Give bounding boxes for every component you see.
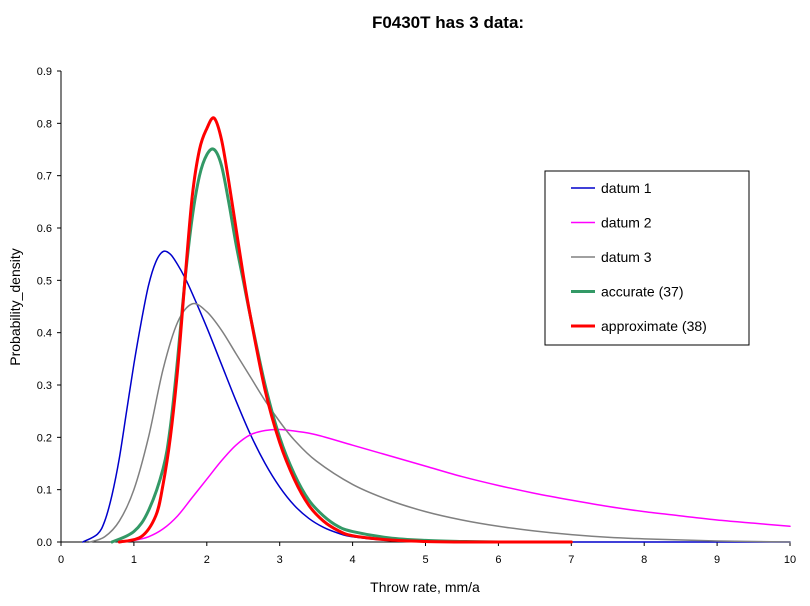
x-tick-label: 1	[131, 554, 137, 566]
x-tick-label: 6	[495, 554, 501, 566]
legend-label: approximate (38)	[601, 318, 707, 334]
x-tick-label: 0	[58, 554, 64, 566]
series-line-3	[89, 302, 791, 543]
y-tick-label: 0.0	[37, 537, 52, 549]
legend-box	[544, 170, 750, 346]
y-tick-label: 0.4	[37, 328, 52, 340]
y-tick-label: 0.9	[37, 66, 52, 78]
legend-label: datum 2	[601, 215, 652, 231]
y-tick-label: 0.5	[37, 275, 52, 287]
x-tick-label: 3	[277, 554, 283, 566]
x-tick-label: 5	[422, 554, 428, 566]
x-tick-label: 9	[714, 554, 720, 566]
x-tick-label: 2	[204, 554, 210, 566]
chart-title: F0430T has 3 data:	[372, 13, 524, 32]
legend: datum 1 datum 2 datum 3 accurate (37) approx…	[544, 170, 750, 346]
y-tick-label: 0.7	[37, 171, 52, 183]
legend-label: datum 3	[601, 249, 652, 265]
plot-area: 0.0 0.1 0.2 0.3 0.4 0.5 0.6 0.7 0.8 0.9 0 1 2 3 4 5 6 7 8 9…	[37, 66, 796, 566]
series-line-2	[118, 428, 791, 543]
y-tick-label: 0.8	[37, 118, 52, 130]
y-tick-label: 0.6	[37, 223, 52, 235]
x-axis-label: Throw rate, mm/a	[370, 579, 480, 595]
y-tick-label: 0.1	[37, 485, 52, 497]
x-tick-label: 4	[350, 554, 356, 566]
y-axis-label: Probability_density	[7, 248, 23, 366]
y-tick-label: 0.3	[37, 380, 52, 392]
legend-label: datum 1	[601, 180, 652, 196]
x-tick-label: 10	[784, 554, 796, 566]
legend-label: accurate (37)	[601, 284, 683, 300]
y-tick-label: 0.2	[37, 432, 52, 444]
series-line-5	[117, 116, 573, 544]
x-tick-label: 7	[568, 554, 574, 566]
x-tick-label: 8	[641, 554, 647, 566]
